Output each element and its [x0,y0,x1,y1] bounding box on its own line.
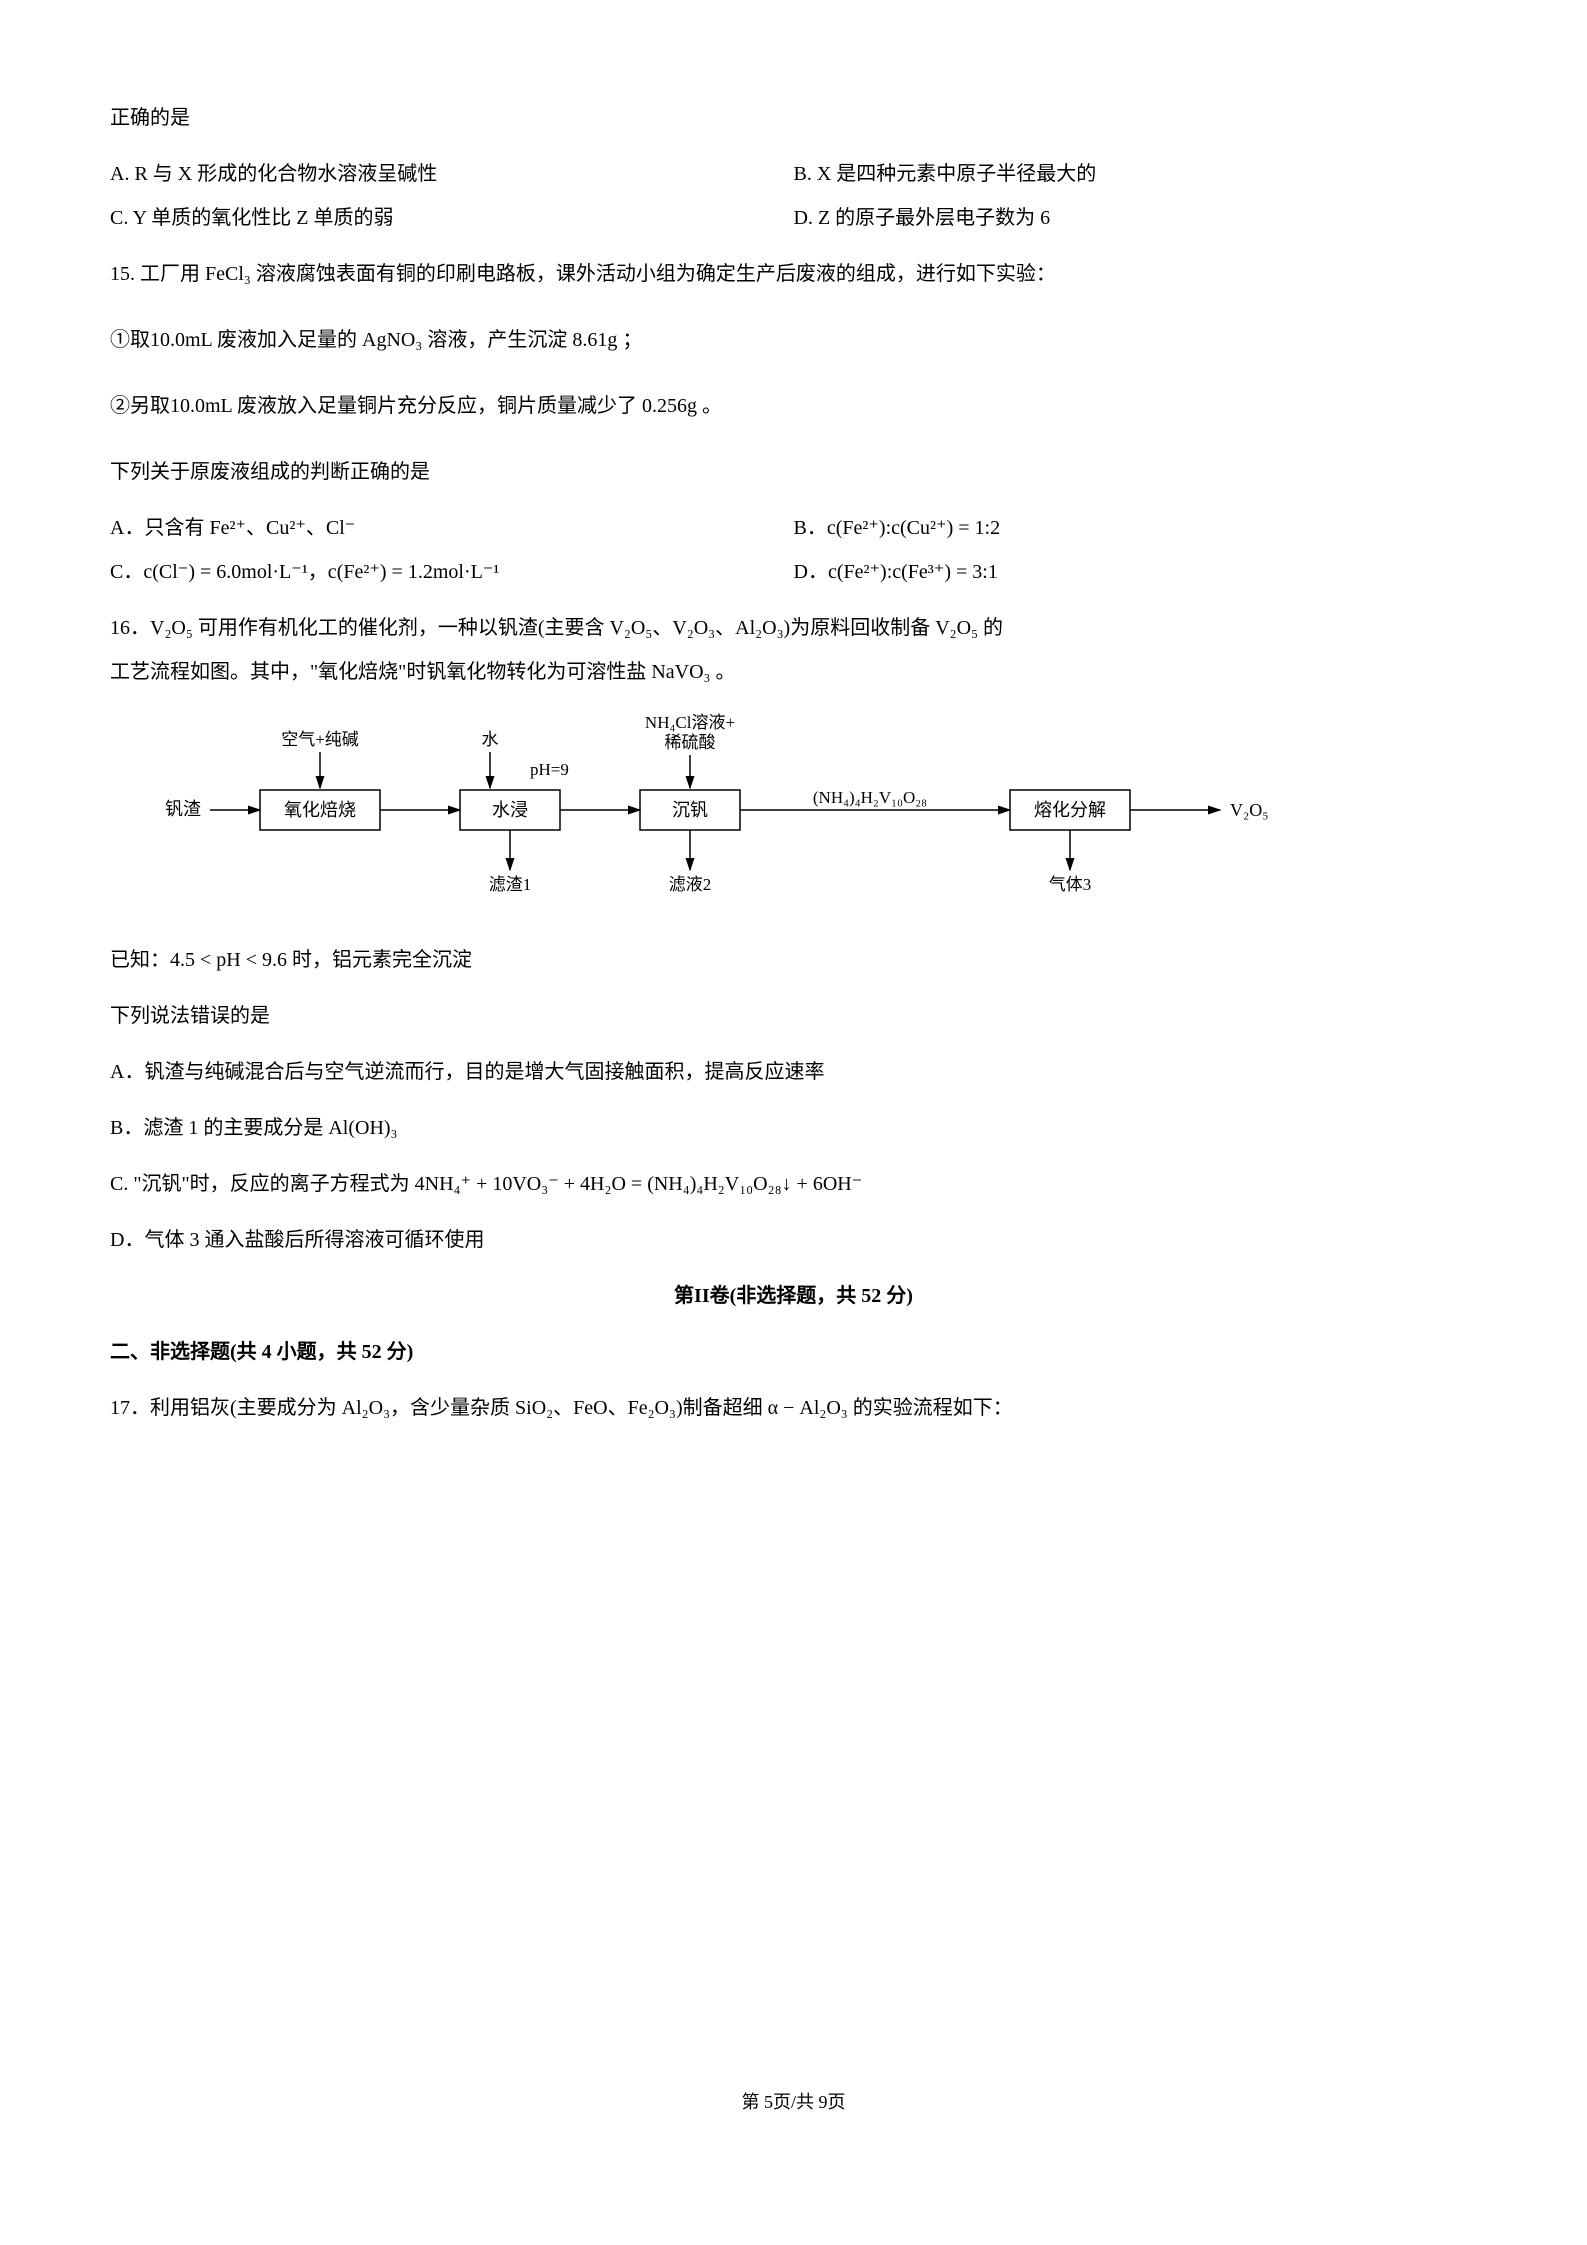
flow-input-3a: NH₄Cl溶液+ [645,713,735,732]
flow-output-2: 滤渣1 [489,875,532,894]
flow-box-1-text: 氧化焙烧 [284,800,356,820]
flow-input-label: 钒渣 [165,799,201,819]
flow-output-4: 气体3 [1049,875,1092,894]
flowchart-svg: 钒渣 氧化焙烧 空气+纯碱 水浸 水 pH=9 滤渣1 沉钒 NH₄Cl溶液+ … [160,710,1360,910]
flow-box-2-text: 水浸 [492,800,528,820]
q16-option-a: A．钒渣与纯碱混合后与空气逆流而行，目的是增大气固接触面积，提高反应速率 [110,1054,1477,1090]
q15-step2: ②另取10.0mL 废液放入足量铜片充分反应，铜片质量减少了 0.256g 。 [110,388,1477,424]
q16-stem-line1: 16．V₂O₅ 可用作有机化工的催化剂，一种以钒渣(主要含 V₂O₅、V₂O₃、… [110,610,1477,646]
flow-input-3b: 稀硫酸 [665,733,716,752]
flow-output-3: 滤液2 [669,875,712,894]
q14-option-b: B. X 是四种元素中原子半径最大的 [794,156,1478,192]
q15-option-a: A．只含有 Fe²⁺、Cu²⁺、Cl⁻ [110,510,794,546]
q17-stem: 17．利用铝灰(主要成分为 Al₂O₃，含少量杂质 SiO₂、FeO、Fe₂O₃… [110,1390,1477,1426]
q16-option-c: C. "沉钒"时，反应的离子方程式为 4NH₄⁺ + 10VO₃⁻ + 4H₂O… [110,1166,1477,1202]
q14-option-d: D. Z 的原子最外层电子数为 6 [794,200,1478,236]
q15-option-b: B．c(Fe²⁺):c(Cu²⁺) = 1:2 [794,510,1478,546]
q16-known: 已知：4.5 < pH < 9.6 时，铝元素完全沉淀 [110,942,1477,978]
q16-option-b: B．滤渣 1 的主要成分是 Al(OH)₃ [110,1110,1477,1146]
q16-stem-line2: 工艺流程如图。其中，"氧化焙烧"时钒氧化物转化为可溶性盐 NaVO₃ 。 [110,654,1477,690]
q15-options-row2: C．c(Cl⁻) = 6.0mol·L⁻¹，c(Fe²⁺) = 1.2mol·L… [110,554,1477,590]
flow-final-output: V₂O₅ [1230,800,1269,820]
q15-option-d: D．c(Fe²⁺):c(Fe³⁺) = 3:1 [794,554,1478,590]
q15-options-row1: A．只含有 Fe²⁺、Cu²⁺、Cl⁻ B．c(Fe²⁺):c(Cu²⁺) = … [110,510,1477,546]
q14-option-a: A. R 与 X 形成的化合物水溶液呈碱性 [110,156,794,192]
flow-input-1: 空气+纯碱 [281,730,359,749]
q16-intro: 下列说法错误的是 [110,998,1477,1034]
section2-header: 第II卷(非选择题，共 52 分) [110,1278,1477,1314]
page-footer: 第 5页/共 9页 [110,2086,1477,2118]
q14-stem-continuation: 正确的是 [110,100,1477,136]
flowchart-diagram: 钒渣 氧化焙烧 空气+纯碱 水浸 水 pH=9 滤渣1 沉钒 NH₄Cl溶液+ … [160,710,1427,922]
q14-options-row2: C. Y 单质的氧化性比 Z 单质的弱 D. Z 的原子最外层电子数为 6 [110,200,1477,236]
flow-intermediate: (NH₄)₄H₂V₁₀O₂₈ [813,788,927,807]
q16-option-d: D．气体 3 通入盐酸后所得溶液可循环使用 [110,1222,1477,1258]
q14-options-row1: A. R 与 X 形成的化合物水溶液呈碱性 B. X 是四种元素中原子半径最大的 [110,156,1477,192]
q15-stem: 15. 工厂用 FeCl₃ 溶液腐蚀表面有铜的印刷电路板，课外活动小组为确定生产… [110,256,1477,292]
flow-box-4-text: 熔化分解 [1034,800,1106,820]
section2-sub: 二、非选择题(共 4 小题，共 52 分) [110,1334,1477,1370]
q14-intro-text: 正确的是 [110,107,190,129]
flow-box-3-text: 沉钒 [672,800,708,820]
q14-option-c: C. Y 单质的氧化性比 Z 单质的弱 [110,200,794,236]
q15-option-c: C．c(Cl⁻) = 6.0mol·L⁻¹，c(Fe²⁺) = 1.2mol·L… [110,554,794,590]
q15-intro: 下列关于原废液组成的判断正确的是 [110,454,1477,490]
flow-ph-label: pH=9 [530,760,569,779]
q15-step1: ①取10.0mL 废液加入足量的 AgNO₃ 溶液，产生沉淀 8.61g ； [110,322,1477,358]
flow-input-2: 水 [482,730,499,749]
